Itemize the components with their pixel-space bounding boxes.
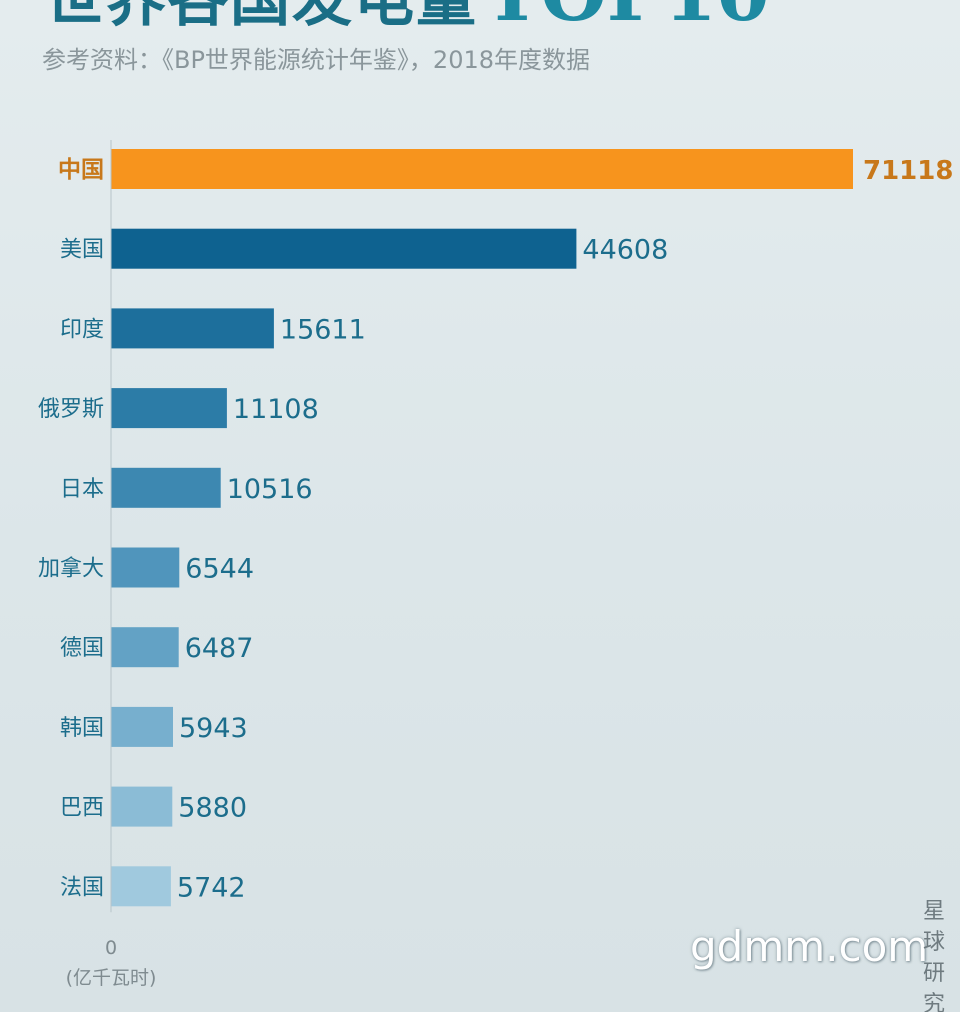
brand-char-1: 星 (922, 899, 945, 924)
value-label-1: 44608 (582, 235, 668, 266)
bar-7 (111, 706, 173, 747)
bar-8 (111, 786, 173, 827)
category-label-9: 法国 (60, 875, 104, 900)
brand-char-4: 究 (922, 992, 945, 1012)
brand-char-3: 研 (922, 961, 945, 986)
website-watermark: gdmm.com (690, 922, 929, 971)
category-label-6: 德国 (60, 636, 104, 661)
value-label-9: 5742 (177, 872, 246, 903)
bar-1 (111, 228, 577, 269)
value-label-8: 5880 (178, 793, 247, 824)
bar-3 (111, 388, 227, 429)
chart-title-english: TOP10 (484, 0, 770, 38)
bar-6 (111, 627, 179, 668)
value-label-4: 10516 (227, 474, 313, 505)
value-label-5: 6544 (185, 554, 254, 585)
value-label-0: 71118 (863, 156, 953, 186)
bar-2 (111, 308, 274, 349)
category-label-3: 俄罗斯 (38, 397, 104, 422)
x-tick-label-0: 0 (105, 937, 117, 959)
category-label-4: 日本 (60, 477, 104, 502)
value-label-2: 15611 (280, 314, 366, 345)
chart-subtitle: 参考资料：《BP世界能源统计年鉴》，2018年度数据 (42, 46, 591, 74)
bar-9 (111, 866, 171, 907)
brand-watermark: 星 球 研 究 (914, 896, 954, 1012)
bar-5 (111, 547, 180, 588)
value-label-6: 6487 (185, 633, 254, 664)
value-label-7: 5943 (179, 713, 248, 744)
bar-4 (111, 467, 221, 508)
brand-char-2: 球 (922, 930, 945, 955)
category-label-2: 印度 (60, 317, 104, 342)
bar-0 (111, 149, 853, 189)
category-label-1: 美国 (60, 238, 104, 263)
category-label-5: 加拿大 (38, 556, 104, 582)
chart-title-chinese: 世界各国发电量 (44, 0, 478, 35)
unit-label: (亿千瓦时) (66, 967, 157, 989)
category-label-7: 韩国 (60, 716, 104, 741)
value-label-3: 11108 (233, 394, 319, 425)
category-label-0: 中国 (58, 157, 104, 183)
chart-title: 世界各国发电量TOP10 (44, 0, 770, 35)
category-label-8: 巴西 (60, 796, 104, 821)
